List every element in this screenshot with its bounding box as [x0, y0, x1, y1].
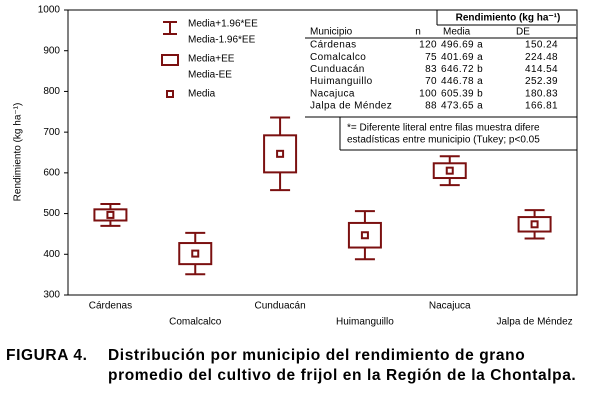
mean-marker: [445, 166, 454, 175]
table-cell: 224.48: [525, 52, 558, 63]
table-cell: 605.39 b: [441, 88, 483, 99]
x-tick-label: Cunduacán: [255, 301, 306, 312]
legend-symbol: [161, 54, 179, 66]
table-cell: 414.54: [525, 64, 558, 75]
table-cell: 83: [425, 64, 437, 75]
legend-label: Media+1.96*EE: [188, 19, 258, 30]
table-cell: 100: [419, 88, 437, 99]
plot-frame: [67, 9, 578, 296]
table-cell: 646.72 b: [441, 64, 483, 75]
table-cell: Cunduacán: [310, 64, 365, 75]
table-header: n: [415, 27, 421, 38]
legend-label: Media-EE: [188, 70, 232, 81]
table-title: Rendimiento (kg ha⁻¹): [456, 13, 561, 24]
table-header: Media: [443, 27, 471, 38]
y-tick-label: 500: [43, 208, 60, 219]
table-cell: 401.69 a: [441, 52, 483, 63]
y-axis-label: Rendimiento (kg ha⁻¹): [13, 103, 24, 202]
mean-marker: [530, 220, 539, 229]
table-cell: 120: [419, 40, 437, 51]
table-cell: Cárdenas: [310, 40, 357, 51]
note: *= Diferente literal entre filas muestra…: [347, 123, 540, 146]
table-cell: 70: [425, 76, 437, 87]
table-cell: 166.81: [525, 101, 558, 112]
table-cell: 88: [425, 101, 437, 112]
x-tick-label: Jalpa de Méndez: [496, 317, 572, 328]
y-tick-label: 400: [43, 249, 60, 260]
table-cell: 252.39: [525, 76, 558, 87]
x-tick-label: Nacajuca: [429, 301, 471, 312]
box: [347, 221, 382, 249]
table-cell: 473.65 a: [441, 101, 483, 112]
caption-label: FIGURA 4.: [6, 347, 88, 364]
y-tick-label: 1000: [38, 5, 61, 16]
y-tick-label: 800: [43, 86, 60, 97]
legend-label: Media+EE: [188, 54, 235, 65]
table-cell: Comalcalco: [310, 52, 366, 63]
y-tick-label: 300: [43, 290, 60, 301]
caption: FIGURA 4. Distribución por municipio del …: [6, 346, 586, 386]
table-cell: 75: [425, 52, 437, 63]
y-tick-label: 900: [43, 45, 60, 56]
legend-label: Media-1.96*EE: [188, 35, 256, 46]
table-cell: Nacajuca: [310, 88, 355, 99]
table-cell: 446.78 a: [441, 76, 483, 87]
caption-text: Distribución por municipio del rendimien…: [108, 347, 577, 384]
table-cell: 150.24: [525, 40, 558, 51]
x-tick-label: Huimanguillo: [336, 317, 394, 328]
mean-marker: [360, 231, 369, 240]
legend-symbol: [166, 90, 174, 98]
x-tick-label: Cárdenas: [89, 301, 132, 312]
x-tick-label: Comalcalco: [169, 317, 222, 328]
legend-label: Media: [188, 89, 216, 100]
mean-marker: [106, 210, 115, 219]
note-line: estadísticas entre municipio (Tukey; p<0…: [347, 135, 540, 146]
y-tick-label: 700: [43, 127, 60, 138]
table-header: Municipio: [310, 27, 353, 38]
table-cell: Huimanguillo: [310, 76, 373, 87]
table-cell: 496.69 a: [441, 40, 483, 51]
mean-marker: [276, 149, 285, 158]
table-cell: 180.83: [525, 88, 558, 99]
note-line: *= Diferente literal entre filas muestra…: [347, 123, 540, 134]
y-tick-label: 600: [43, 167, 60, 178]
table-cell: Jalpa de Méndez: [310, 101, 392, 112]
table-header: DE: [516, 27, 530, 38]
chart: Rendimiento (kg ha⁻¹) 300 400 500 600 700 800…: [13, 5, 578, 328]
mean-marker: [191, 249, 200, 258]
